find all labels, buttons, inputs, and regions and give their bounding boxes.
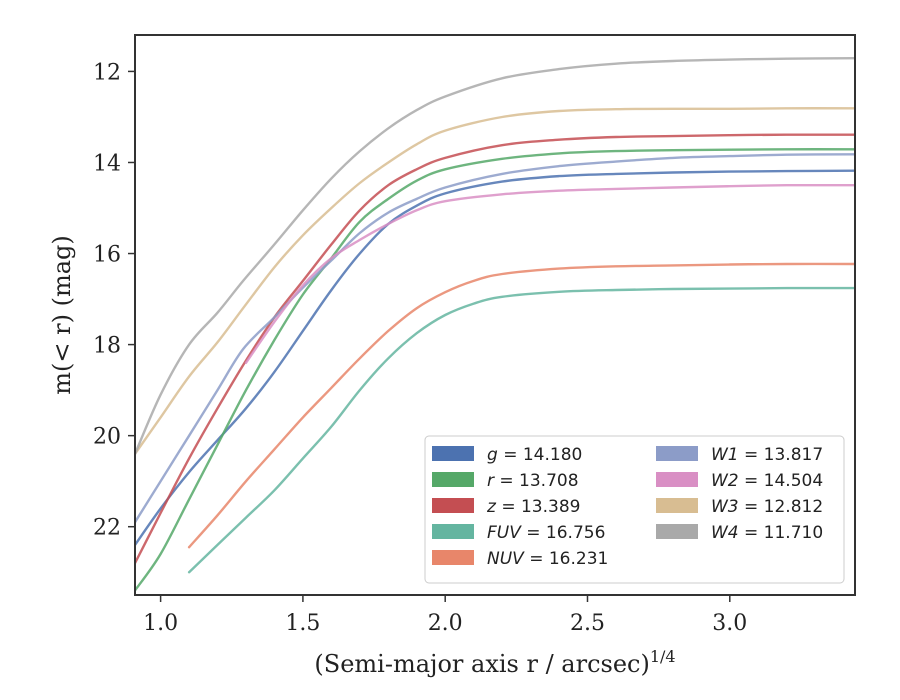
x-axis: 1.0 1.5 2.0 2.5 3.0 bbox=[143, 595, 747, 636]
legend-label-g: g = 14.180 bbox=[487, 445, 582, 465]
y-axis-label: m(< r) (mag) bbox=[48, 235, 76, 394]
series-line-r bbox=[135, 148, 855, 592]
series-line-w4 bbox=[135, 57, 855, 456]
y-tick-label: 22 bbox=[93, 516, 121, 541]
legend-frame bbox=[424, 435, 845, 584]
y-tick-label: 20 bbox=[93, 425, 121, 450]
legend-swatch-r bbox=[432, 472, 474, 487]
legend-label-z: z = 13.389 bbox=[486, 497, 580, 517]
x-tick-label: 2.5 bbox=[570, 611, 605, 636]
legend-swatch-w1 bbox=[656, 446, 698, 461]
legend-swatch-z bbox=[432, 498, 474, 513]
legend-label-fuv: FUV = 16.756 bbox=[487, 523, 605, 543]
legend-swatch-fuv bbox=[432, 524, 474, 539]
series-line-w1 bbox=[135, 153, 855, 524]
series-layer bbox=[135, 57, 855, 592]
x-tick-label: 2.0 bbox=[428, 611, 463, 636]
y-axis: 12 14 16 18 20 22 bbox=[93, 60, 135, 541]
y-tick-label: 14 bbox=[93, 151, 121, 176]
legend: g = 14.180 r = 13.708 z = 13.389 FUV = 16.7… bbox=[424, 435, 845, 584]
y-tick-label: 12 bbox=[93, 60, 121, 85]
legend-label-w2: W2 = 14.504 bbox=[711, 471, 823, 491]
x-axis-label-superscript: 1/4 bbox=[650, 647, 676, 666]
x-tick-label: 3.0 bbox=[712, 611, 747, 636]
x-axis-label-text: (Semi-major axis r / arcsec) bbox=[314, 650, 649, 678]
series-line-w3 bbox=[135, 107, 855, 456]
legend-label-w1: W1 = 13.817 bbox=[711, 445, 823, 465]
legend-swatch-w3 bbox=[656, 498, 698, 513]
series-line-nuv bbox=[187, 262, 855, 549]
x-tick-label: 1.5 bbox=[285, 611, 320, 636]
x-axis-label: (Semi-major axis r / arcsec)1/4 bbox=[314, 647, 675, 678]
legend-swatch-nuv bbox=[432, 550, 474, 565]
legend-label-w4: W4 = 11.710 bbox=[711, 523, 823, 543]
series-line-fuv bbox=[187, 286, 855, 574]
plot-frame bbox=[134, 34, 856, 596]
legend-label-w3: W3 = 12.812 bbox=[711, 497, 823, 517]
y-tick-label: 16 bbox=[93, 243, 121, 268]
legend-swatch-w2 bbox=[656, 472, 698, 487]
legend-label-nuv: NUV = 16.231 bbox=[487, 549, 608, 569]
legend-items: g = 14.180 r = 13.708 z = 13.389 FUV = 16.7… bbox=[432, 445, 823, 569]
legend-swatch-g bbox=[432, 446, 474, 461]
x-tick-label: 1.0 bbox=[143, 611, 178, 636]
series-line-z bbox=[135, 133, 855, 565]
y-tick-label: 18 bbox=[93, 334, 121, 359]
series-line-w2 bbox=[244, 183, 855, 364]
legend-swatch-w4 bbox=[656, 524, 698, 539]
legend-label-r: r = 13.708 bbox=[487, 471, 579, 491]
